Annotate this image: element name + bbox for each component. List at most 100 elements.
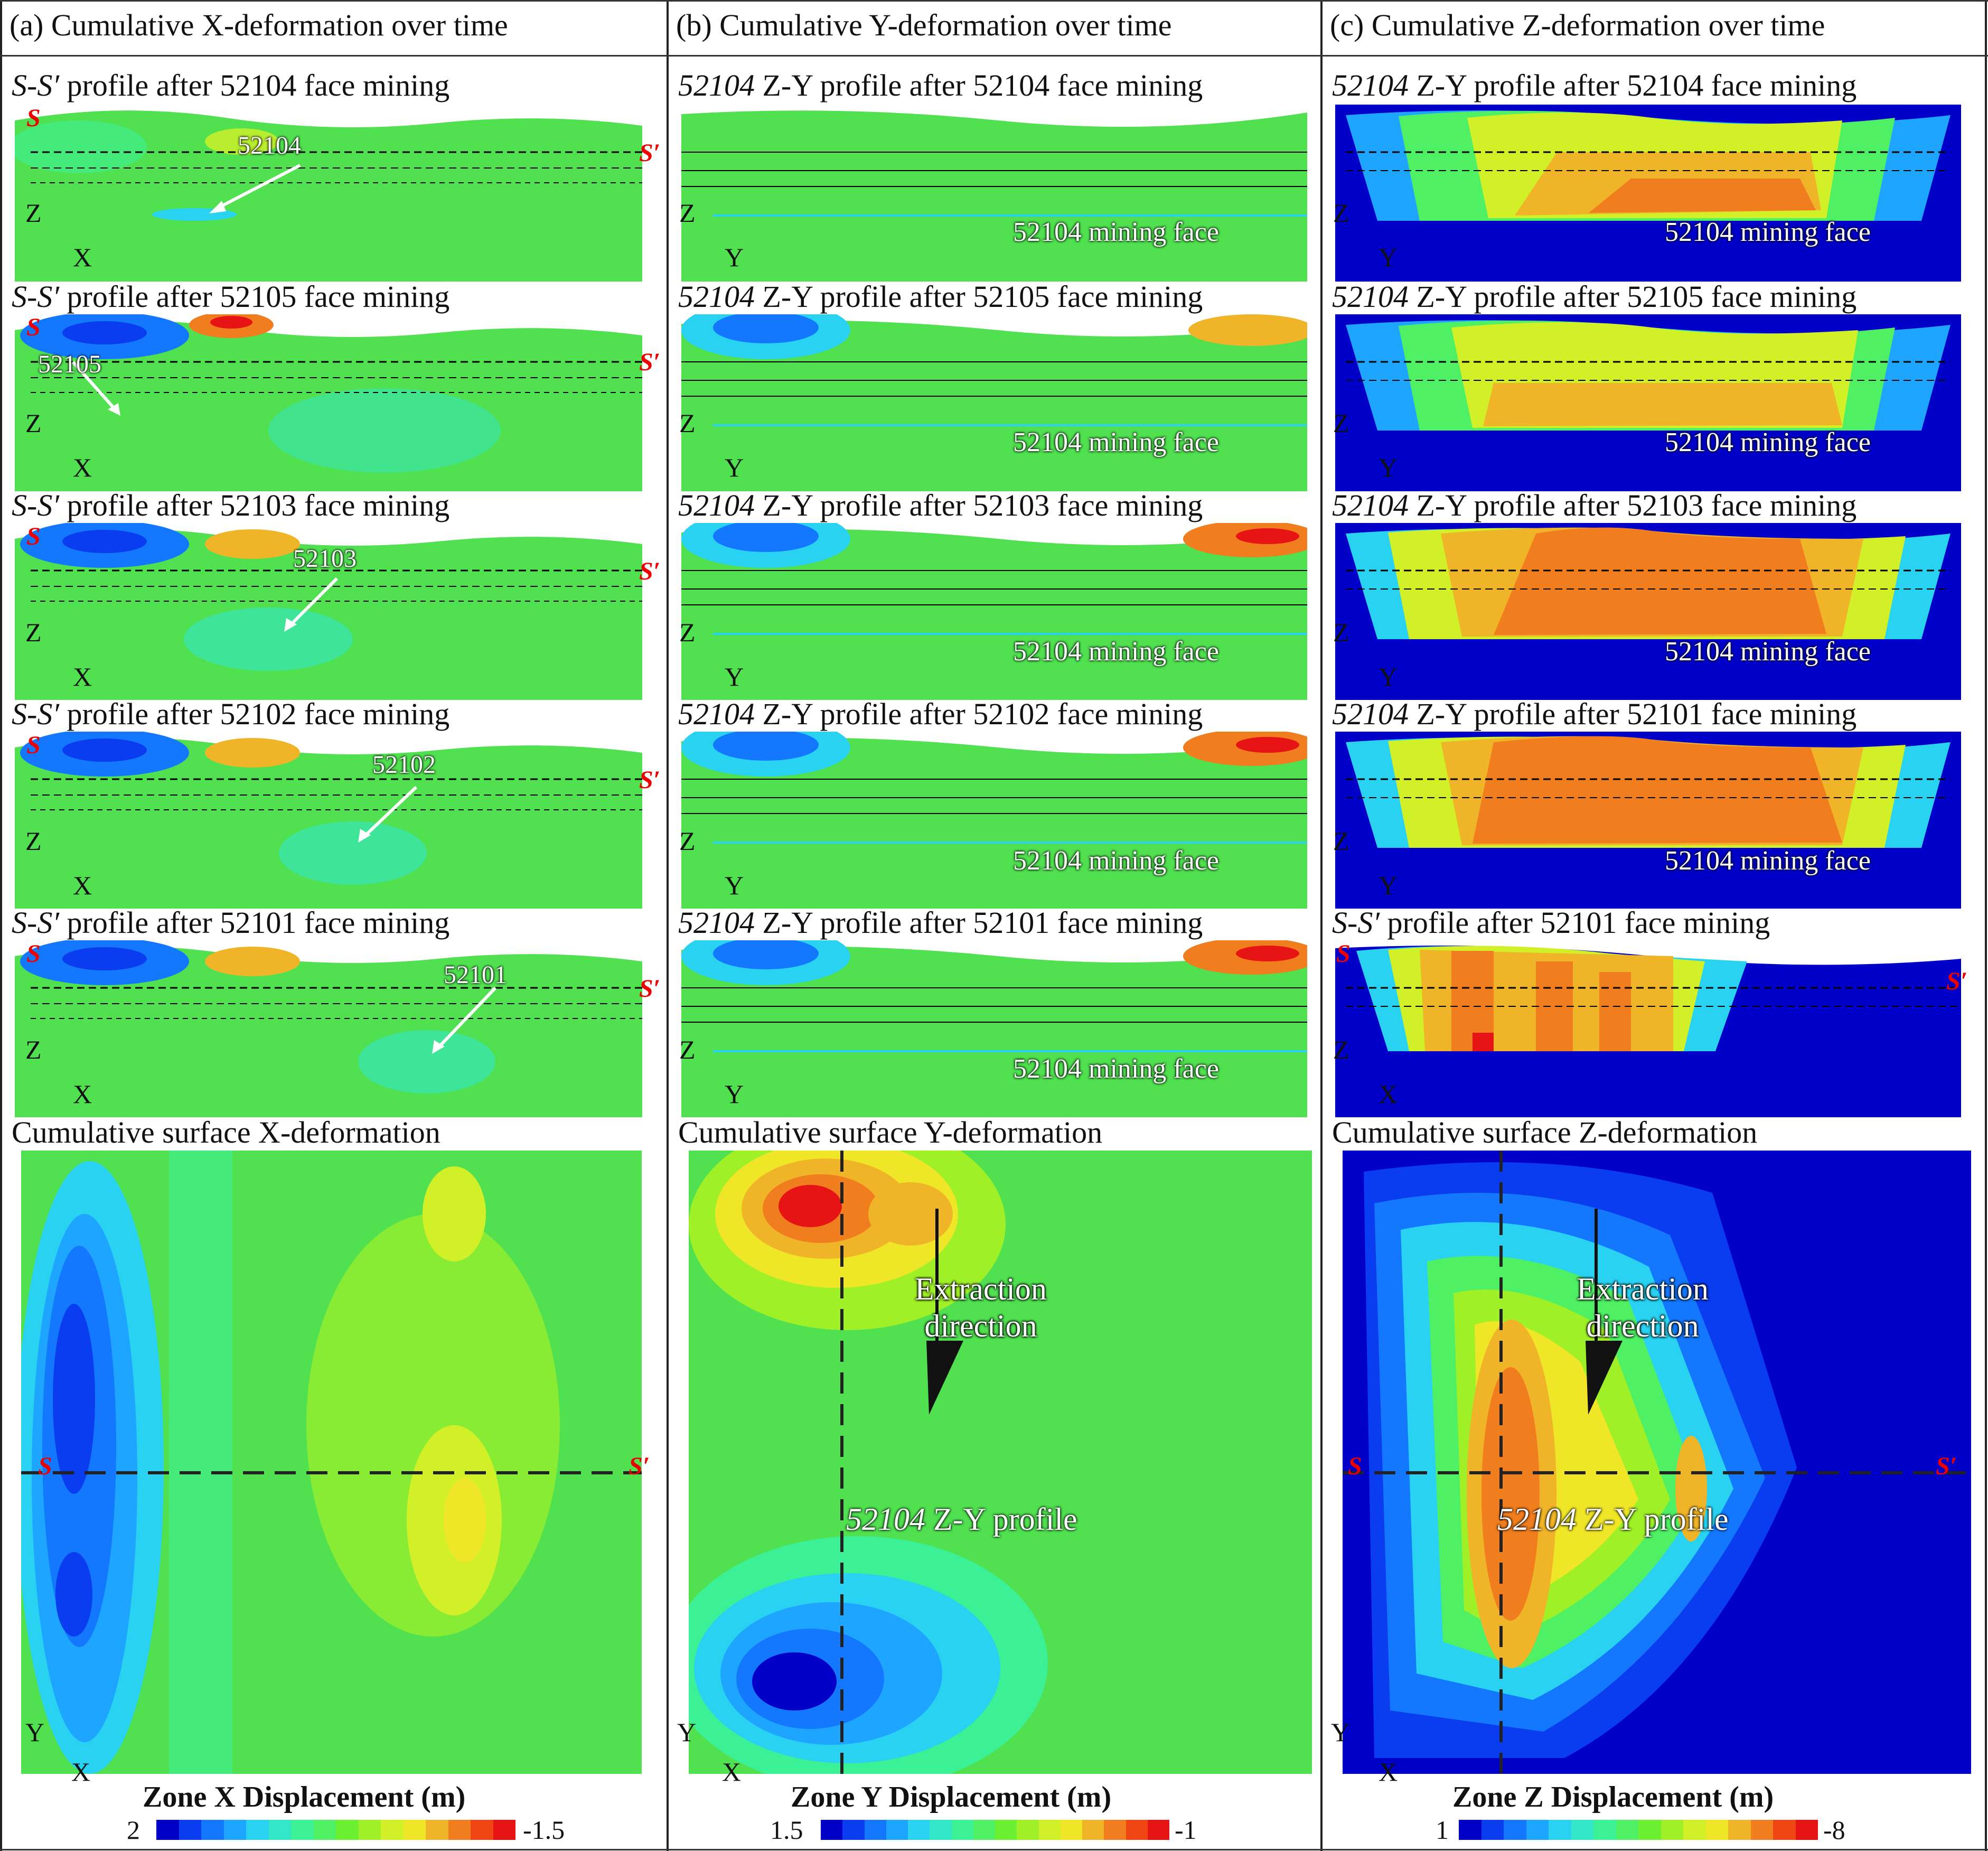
mining-face-label: 52104 mining face [1665, 846, 1871, 876]
profile-panel [681, 105, 1307, 282]
profile-panel [15, 523, 642, 700]
colorbar-swatch [886, 1820, 908, 1840]
s-marker: S [1348, 1452, 1362, 1480]
axis-z: Z [679, 198, 696, 228]
colorbar-swatch [426, 1820, 448, 1840]
axis-y: Y [725, 662, 744, 691]
frame-left [0, 0, 2, 1851]
axis-x: X [73, 453, 92, 482]
axis-x: X [73, 871, 92, 900]
legend-title: Zone Y Displacement (m) [791, 1781, 1112, 1813]
s-prime-marker: S′ [1936, 1452, 1957, 1480]
colorbar-swatch [403, 1820, 426, 1840]
axis-z: Z [25, 618, 42, 647]
axis-x: X [73, 662, 92, 691]
legend-max: -8 [1823, 1815, 1845, 1845]
surface-map [1343, 1151, 1971, 1774]
colorbar-swatch [1126, 1820, 1148, 1840]
colorbar-swatch [1038, 1820, 1061, 1840]
frame-bottom [0, 1849, 1988, 1850]
legend-min: 1.5 [770, 1815, 803, 1845]
colorbar-swatch [1147, 1820, 1169, 1840]
profile-panel [681, 523, 1307, 700]
profile-title: S-S′ profile after 52101 face mining [1332, 905, 1770, 940]
s-prime-marker: S′ [639, 139, 661, 167]
surface-map [689, 1151, 1312, 1774]
frame-top [0, 0, 1988, 2]
colorbar-swatch [223, 1820, 246, 1840]
axis-z: Z [25, 826, 42, 856]
colorbar-swatch [381, 1820, 404, 1840]
s-prime-marker: S′ [629, 1452, 650, 1480]
face-tag: 52103 [293, 545, 357, 573]
colorbar-swatch [930, 1820, 952, 1840]
axis-x: X [722, 1757, 742, 1787]
s-marker: S [26, 104, 41, 132]
colorbar-swatch [448, 1820, 471, 1840]
profile-panel [15, 105, 642, 282]
axis-z: Z [1333, 826, 1349, 856]
colorbar-swatch [1616, 1820, 1638, 1840]
colorbar-swatch [995, 1820, 1017, 1840]
axis-y: Y [1379, 242, 1398, 272]
axis-z: Z [679, 408, 696, 438]
axis-z: Z [25, 1035, 42, 1064]
profile-title: 52104 Z-Y profile after 52101 face minin… [678, 905, 1203, 940]
axis-z: Z [1333, 1035, 1349, 1064]
s-marker: S [26, 940, 41, 968]
extraction-label: Extraction direction [1577, 1272, 1709, 1343]
colorbar-swatch [842, 1820, 865, 1840]
colorbar-swatch [1082, 1820, 1104, 1840]
axis-x: X [73, 1079, 92, 1109]
colorbar-swatch [864, 1820, 886, 1840]
colorbar-swatch [1750, 1820, 1773, 1840]
colorbar-swatch [1104, 1820, 1126, 1840]
surface-title: Cumulative surface Y-deformation [678, 1115, 1103, 1149]
profile-panel [681, 940, 1307, 1117]
profile-panel [681, 314, 1307, 491]
colorbar-swatch [951, 1820, 973, 1840]
s-marker: S [38, 1452, 52, 1480]
face-tag: 52105 [38, 350, 101, 378]
legend-min: 1 [1436, 1815, 1449, 1845]
colorbar-swatch [1459, 1820, 1481, 1840]
colorbar-swatch [246, 1820, 269, 1840]
colorbar-swatch [1481, 1820, 1504, 1840]
axis-y: Y [725, 242, 744, 272]
colorbar-swatch [1683, 1820, 1706, 1840]
colorbar-swatch [1593, 1820, 1616, 1840]
colorbar-swatch [1571, 1820, 1593, 1840]
colorbar-swatch [179, 1820, 201, 1840]
legend-max: -1.5 [523, 1815, 565, 1845]
extraction-label: Extraction direction [915, 1272, 1047, 1343]
axis-z: Z [1333, 618, 1349, 647]
legend-min: 2 [127, 1815, 140, 1845]
colorbar-swatch [268, 1820, 291, 1840]
header-divider [0, 55, 1988, 57]
colorbar-swatch [201, 1820, 224, 1840]
profile-panel [1335, 732, 1961, 909]
colorbar-swatch [1060, 1820, 1082, 1840]
mining-face-label: 52104 mining face [1013, 427, 1219, 457]
profile-title: 52104 Z-Y profile after 52104 face minin… [1332, 68, 1857, 102]
colorbar-swatch [1526, 1820, 1549, 1840]
axis-z: Z [679, 618, 696, 647]
profile-title: S-S′ profile after 52103 face mining [12, 488, 450, 522]
s-prime-marker: S′ [639, 348, 661, 376]
colorbar-swatch [358, 1820, 381, 1840]
mining-face-label: 52104 mining face [1013, 1054, 1219, 1084]
profile-panel [15, 940, 642, 1117]
mining-face-label: 52104 mining face [1665, 427, 1871, 457]
profile-panel [1335, 523, 1961, 700]
legend-title: Zone Z Displacement (m) [1452, 1781, 1774, 1813]
colorbar-swatch [1795, 1820, 1818, 1840]
colorbar-swatch [291, 1820, 314, 1840]
axis-y: Y [725, 871, 744, 900]
colorbar-swatch [1504, 1820, 1526, 1840]
column-header: (b) Cumulative Y-deformation over time [676, 8, 1172, 42]
colorbar-swatch [1705, 1820, 1728, 1840]
axis-y: Y [725, 453, 744, 482]
axis-y: Y [1379, 871, 1398, 900]
legend-title: Zone X Displacement (m) [143, 1781, 466, 1813]
profile-panel [1335, 105, 1961, 282]
